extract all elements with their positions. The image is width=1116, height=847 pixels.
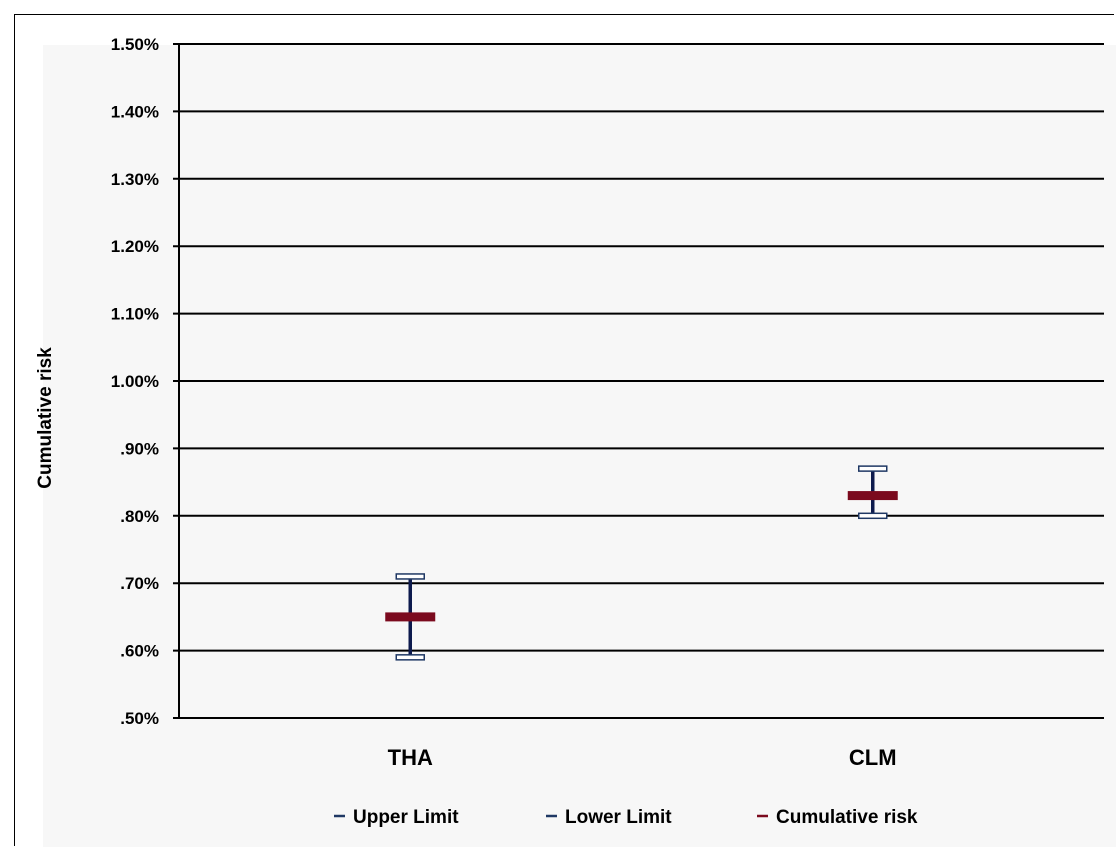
y-tick-label: 1.00% [111,372,159,391]
legend-label: Upper Limit [353,807,459,828]
y-tick-label: 1.50% [111,35,159,54]
y-tick-label: 1.30% [111,170,159,189]
y-tick-label: .70% [120,574,159,593]
upper-limit-cap-tha [395,573,425,580]
x-category-label: THA [388,745,433,770]
y-tick-label: 1.10% [111,305,159,324]
legend-label: Cumulative risk [776,807,918,828]
chart-frame [14,14,1116,847]
y-tick-label: 1.40% [111,102,159,121]
y-tick-label: 1.20% [111,237,159,256]
y-tick-label: .50% [120,709,159,728]
y-tick-label: .90% [120,439,159,458]
cumulative-risk-point-clm [847,491,898,501]
cumulative-risk-point-tha [385,612,436,622]
lower-limit-cap-clm [858,512,888,520]
legend-label: Lower Limit [565,807,672,828]
lower-limit-cap-tha [395,654,425,661]
y-tick-label: .60% [120,642,159,661]
upper-limit-cap-clm [858,465,888,472]
x-category-label: CLM [849,745,897,770]
y-axis-title: Cumulative risk [35,347,56,489]
y-tick-label: .80% [120,507,159,526]
